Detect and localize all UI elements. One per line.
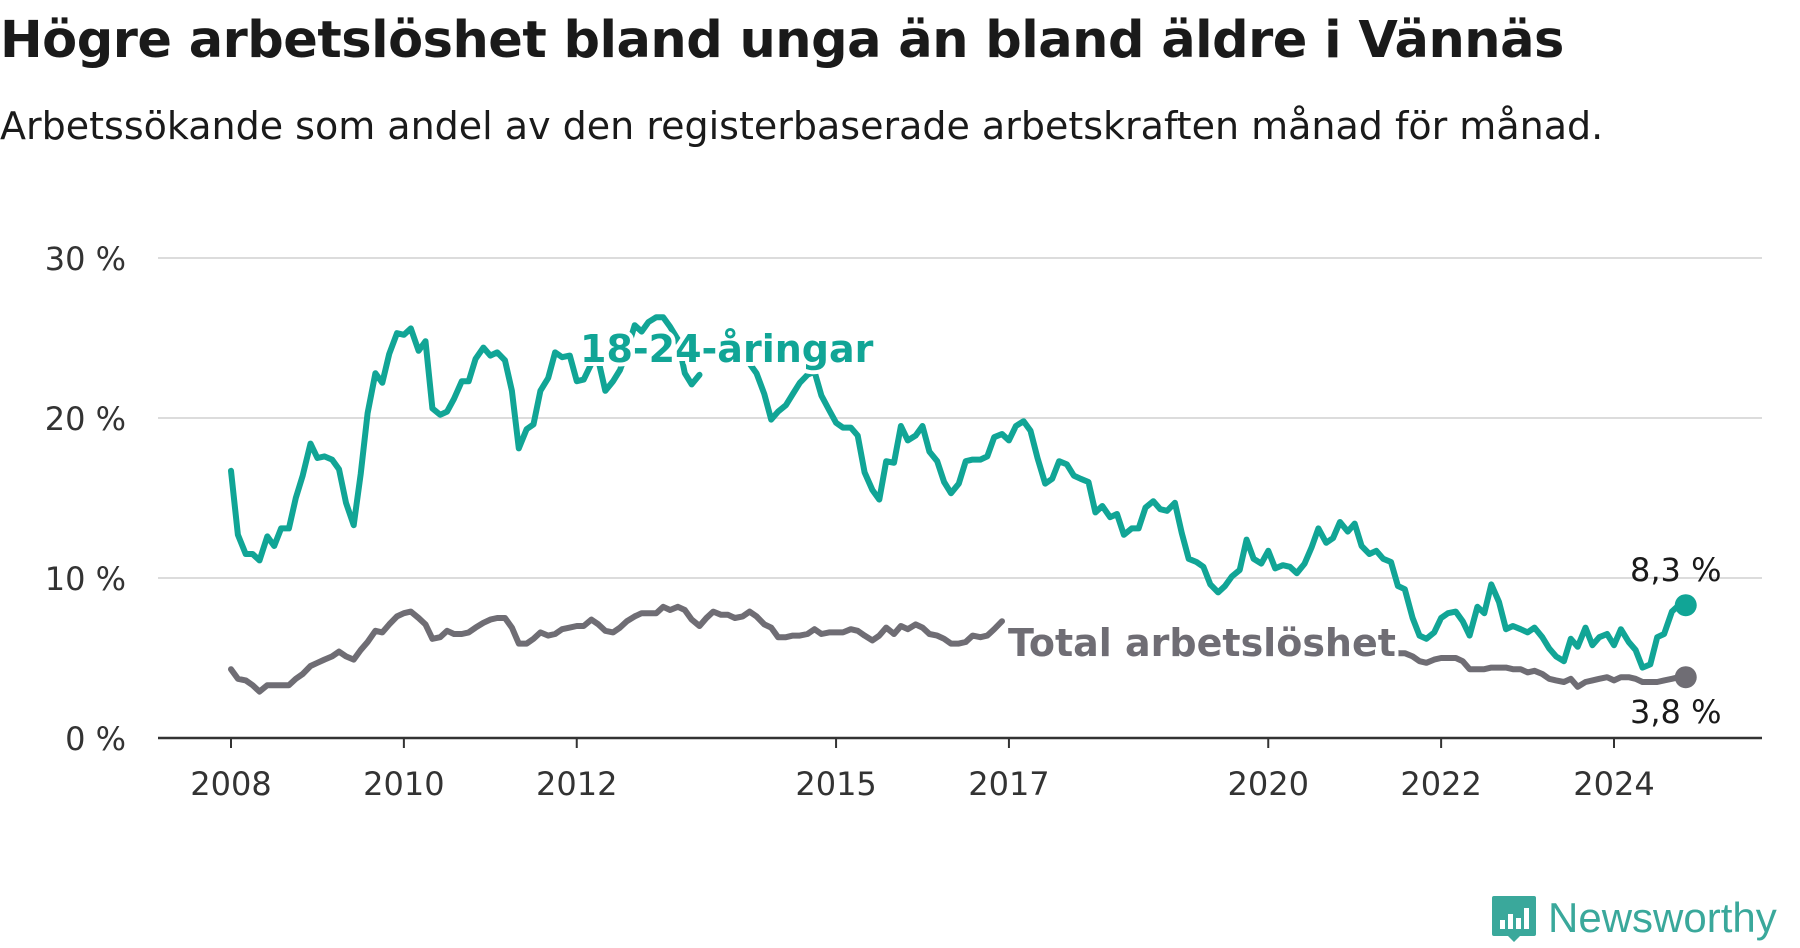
newsworthy-logo-icon	[1490, 894, 1538, 942]
x-tick-label: 2008	[190, 765, 271, 803]
grid-lines	[158, 258, 1762, 578]
series-end-point-0	[1675, 594, 1697, 616]
x-axis-labels: 2008 2010 2012 2015 2017 2020 2022 2024	[190, 765, 1654, 803]
y-tick-label: 10 %	[45, 560, 126, 598]
x-tick-label: 2012	[536, 765, 617, 803]
x-axis	[158, 738, 1762, 748]
newsworthy-logo: Newsworthy	[1490, 888, 1777, 948]
x-tick-label: 2020	[1228, 765, 1309, 803]
series-end-label-1: 3,8 %	[1630, 693, 1721, 731]
y-axis-labels: 0 % 10 % 20 % 30 %	[45, 240, 126, 758]
x-tick-label: 2010	[363, 765, 444, 803]
y-tick-label: 20 %	[45, 400, 126, 438]
series-line-1-segment-0	[231, 607, 1002, 692]
x-tick-label: 2024	[1573, 765, 1654, 803]
y-tick-label: 30 %	[45, 240, 126, 278]
y-tick-label: 0 %	[65, 720, 126, 758]
series-name-label-0: 18-24-åringar	[580, 327, 874, 371]
series-lines	[231, 317, 1697, 691]
x-tick-label: 2017	[968, 765, 1049, 803]
brand-name: Newsworthy	[1548, 894, 1777, 942]
x-tick-label: 2015	[795, 765, 876, 803]
series-end-label-0: 8,3 %	[1630, 551, 1721, 589]
series-labels: 18-24-åringar Total arbetslöshet 8,3 % 3,8 …	[580, 327, 1721, 731]
series-name-label-1: Total arbetslöshet	[1008, 621, 1396, 665]
series-end-point-1	[1675, 666, 1697, 688]
x-tick-label: 2022	[1400, 765, 1481, 803]
